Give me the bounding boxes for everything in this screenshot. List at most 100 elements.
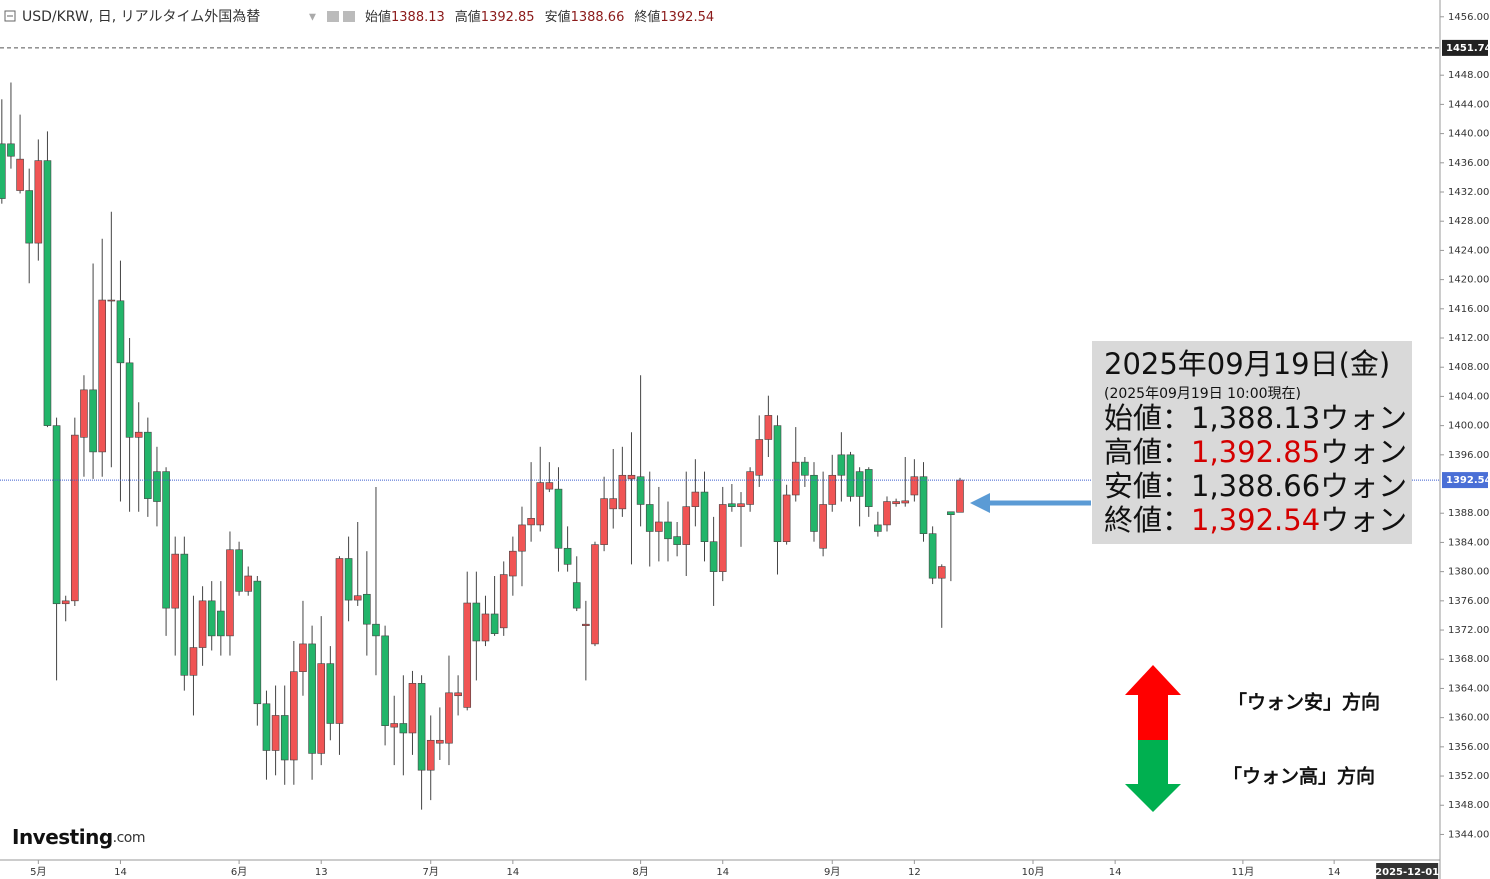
x-tick-label: 14: [716, 867, 729, 878]
x-cursor-box: [1376, 863, 1439, 879]
candle-body: [655, 521, 663, 532]
candle-body: [217, 610, 225, 637]
y-tick-label: 1420.00: [1448, 275, 1489, 286]
candle-body: [563, 547, 572, 565]
candle-body: [198, 600, 207, 648]
candle-body: [445, 692, 453, 744]
candle-body: [98, 299, 107, 453]
y-tick-label: 1412.00: [1448, 333, 1489, 344]
candle-body: [399, 723, 408, 734]
candle-body: [116, 300, 125, 364]
candle-body: [773, 425, 782, 542]
candle-body: [700, 491, 709, 542]
candle-body: [728, 503, 736, 507]
candle-body: [828, 474, 837, 505]
candle-body: [271, 715, 280, 751]
info-unit: ウォン: [1320, 401, 1407, 435]
y-tick-label: 1456.00: [1448, 12, 1489, 23]
x-tick-label: 14: [506, 867, 519, 878]
candle-body: [280, 715, 289, 761]
y-tick-label: 1400.00: [1448, 421, 1489, 432]
candle-body: [746, 471, 754, 505]
info-value: 1,392.54: [1191, 503, 1320, 537]
candle-body: [572, 582, 581, 609]
reference-label: 1451.74: [1446, 43, 1490, 54]
candle-body: [600, 498, 608, 545]
eye-icon[interactable]: [327, 11, 339, 22]
y-tick-label: 1380.00: [1448, 567, 1489, 578]
y-tick-label: 1396.00: [1448, 450, 1489, 461]
candle-body: [436, 739, 444, 744]
y-tick-label: 1448.00: [1448, 70, 1489, 81]
candle-body: [846, 454, 855, 497]
y-tick-label: 1428.00: [1448, 216, 1489, 227]
candle-body: [253, 580, 262, 705]
candle-body: [664, 521, 672, 540]
down-arrow-label: 「ウォン高」方向: [1223, 765, 1375, 788]
candle-body: [518, 524, 526, 552]
logo-suffix: .com: [113, 830, 145, 846]
candle-body: [52, 425, 61, 605]
candle-body: [390, 723, 399, 728]
candle-body: [226, 549, 234, 637]
y-tick-label: 1356.00: [1448, 742, 1489, 753]
y-tick-label: 1364.00: [1448, 683, 1489, 694]
candle-body: [244, 575, 253, 592]
y-tick-label: 1384.00: [1448, 537, 1489, 548]
candle-body: [43, 160, 52, 426]
symbol-title: USD/KRW, 日, リアルタイム外国為替: [22, 9, 260, 25]
y-tick-label: 1444.00: [1448, 99, 1489, 110]
y-tick-label: 1424.00: [1448, 245, 1489, 256]
candle-body: [627, 474, 636, 480]
y-tick-label: 1368.00: [1448, 654, 1489, 665]
down-arrow: [1125, 740, 1181, 812]
candle-body: [207, 600, 216, 637]
info-label: 安値：: [1104, 469, 1191, 503]
ohlc-text: 始値1388.13 高値1392.85 安値1388.66 終値1392.54: [365, 9, 714, 25]
candle-body: [490, 613, 499, 634]
candle-body: [618, 474, 627, 510]
info-box: [1092, 341, 1412, 544]
x-tick-label: 11月: [1232, 866, 1255, 878]
info-value: 1,388.13: [1191, 401, 1320, 435]
candle-body: [153, 471, 161, 502]
y-tick-label: 1352.00: [1448, 771, 1489, 782]
y-tick-label: 1408.00: [1448, 362, 1489, 373]
x-tick-label: 14: [1109, 867, 1122, 878]
candle-body: [883, 501, 891, 526]
candle-body: [481, 613, 490, 642]
candle-body: [536, 482, 545, 526]
candle-body: [353, 595, 362, 601]
y-tick-label: 1416.00: [1448, 304, 1489, 315]
x-tick-label: 5月: [30, 866, 46, 878]
candle-body: [864, 469, 873, 507]
candle-body: [855, 471, 864, 497]
candle-body: [408, 683, 417, 734]
dropdown-caret[interactable]: ▼: [309, 13, 316, 23]
candle-body: [107, 299, 116, 302]
candle-body: [34, 160, 43, 244]
candle-body: [454, 692, 462, 697]
candle-body: [463, 602, 472, 708]
candle-body: [947, 511, 955, 515]
settings-icon[interactable]: [343, 11, 355, 22]
last-price-label: 1392.54: [1446, 475, 1490, 486]
candle-body: [363, 593, 371, 625]
collapse-icon[interactable]: [4, 10, 16, 22]
y-tick-label: 1404.00: [1448, 391, 1489, 402]
candle-body: [472, 602, 481, 642]
ohlc-value: 1388.13: [391, 10, 445, 25]
x-tick-label: 9月: [824, 866, 840, 878]
y-tick-label: 1372.00: [1448, 625, 1489, 636]
candle-body: [545, 482, 554, 490]
ohlc-value: 1392.54: [660, 10, 714, 25]
candle-body: [636, 476, 645, 505]
candle-body: [691, 491, 700, 507]
candle-body: [162, 471, 170, 609]
candle-body: [682, 506, 691, 545]
candle-body: [7, 143, 15, 157]
candle-body: [737, 503, 745, 507]
reference-label-box: [1442, 39, 1488, 56]
candle-body: [144, 431, 152, 499]
y-tick-label: 1344.00: [1448, 829, 1489, 840]
